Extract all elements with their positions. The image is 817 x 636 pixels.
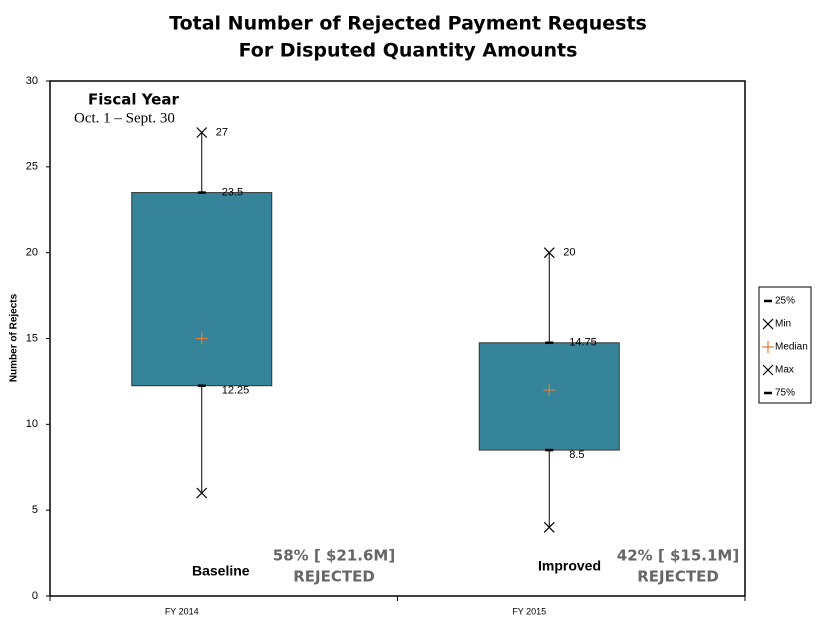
- legend-label: 25%: [775, 296, 795, 307]
- marker-plus: [195, 332, 208, 345]
- y-tick-label: 10: [26, 418, 38, 430]
- data-label: 23.5: [222, 186, 243, 198]
- legend-symbol: [762, 364, 774, 376]
- legend-symbol-stroke: [762, 318, 774, 330]
- y-tick-label: 5: [32, 504, 38, 516]
- y-tick-label: 25: [26, 161, 38, 173]
- legend-symbol-stroke: [762, 364, 774, 376]
- annotation: Baseline: [192, 563, 250, 579]
- data-label: 27: [216, 126, 228, 138]
- marker-x-stroke: [543, 521, 555, 533]
- data-label: 20: [563, 247, 575, 259]
- marker-x: [543, 521, 555, 533]
- annotation: 42% [ $15.1M]: [617, 547, 739, 565]
- annotation: REJECTED: [293, 568, 375, 586]
- y-tick-label: 30: [26, 75, 38, 87]
- legend-label: 75%: [775, 388, 795, 399]
- chart-subtitle: For Disputed Quantity Amounts: [239, 40, 578, 62]
- data-label: 8.5: [569, 449, 584, 461]
- marker-x-stroke: [543, 247, 555, 259]
- data-label: 14.75: [569, 337, 597, 349]
- annotation: Fiscal Year: [88, 91, 179, 109]
- x-tick-label: FY 2015: [512, 606, 546, 616]
- marker-x: [543, 247, 555, 259]
- marker-x-stroke: [196, 487, 208, 499]
- legend-label: Max: [775, 365, 794, 376]
- annotation: Oct. 1 – Sept. 30: [74, 110, 175, 126]
- chart-title: Total Number of Rejected Payment Request…: [169, 13, 647, 35]
- legend-symbol: [762, 341, 774, 353]
- marker-plus: [543, 384, 556, 396]
- y-tick-label: 0: [32, 590, 38, 602]
- annotation: REJECTED: [637, 568, 719, 586]
- y-axis-label: Number of Rejects: [9, 293, 20, 382]
- annotation: 58% [ $21.6M]: [273, 547, 395, 565]
- y-tick-label: 15: [26, 332, 38, 344]
- marker-x-stroke: [196, 127, 208, 138]
- box: [478, 342, 620, 451]
- x-tick-label: FY 2014: [165, 606, 199, 616]
- box: [131, 192, 273, 387]
- legend-symbol: [762, 318, 774, 330]
- legend-label: Min: [775, 319, 791, 330]
- legend-label: Median: [775, 342, 808, 353]
- marker-x: [196, 487, 208, 499]
- y-tick-label: 20: [26, 247, 38, 259]
- data-label: 12.25: [222, 385, 250, 397]
- annotation: Improved: [538, 558, 601, 574]
- marker-x: [196, 127, 208, 138]
